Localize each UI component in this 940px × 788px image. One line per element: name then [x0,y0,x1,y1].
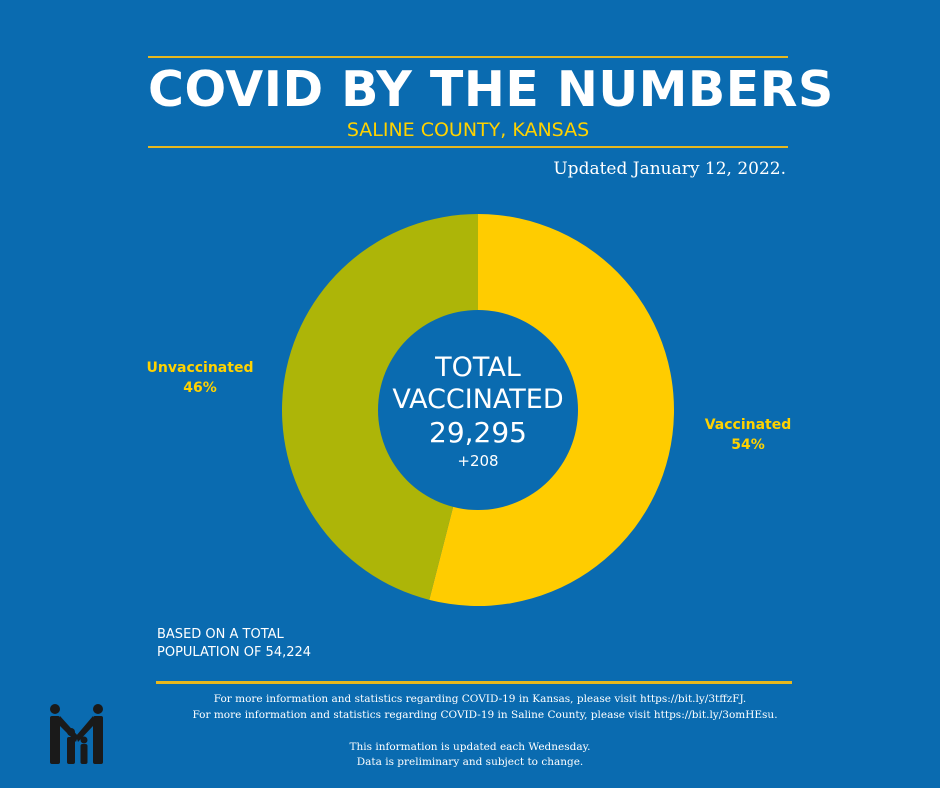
top-divider [148,56,788,58]
slice-label-unvaccinated: Unvaccinated 46% [120,358,280,398]
basis-line2: POPULATION OF 54,224 [157,645,312,660]
slice-label-name: Unvaccinated [146,360,254,376]
family-icon [50,704,103,764]
footer-disclaimer: Data is preliminary and subject to chang… [356,756,584,768]
updated-date: Updated January 12, 2022. [553,159,786,179]
slice-label-percent: 46% [183,380,217,396]
slice-label-percent: 54% [731,437,765,453]
footer-divider [156,681,792,684]
donut-hole [378,310,578,510]
center-label-line1: TOTAL [435,352,521,383]
slice-label-name: Vaccinated [704,417,792,433]
page-title: COVID BY THE NUMBERS [148,61,834,118]
footer-saline-info: For more information and statistics rega… [192,709,778,721]
footer-kansas-info: For more information and statistics rega… [213,693,747,705]
center-delta: +208 [457,452,499,470]
footer-update-note: This information is updated each Wednesd… [349,741,591,753]
slice-label-vaccinated: Vaccinated 54% [668,415,828,455]
population-basis: BASED ON A TOTAL POPULATION OF 54,224 [157,626,311,662]
page-subtitle: SALINE COUNTY, KANSAS [346,119,590,141]
header-divider [148,146,788,148]
center-total-value: 29,295 [429,416,527,449]
center-label-line2: VACCINATED [392,384,564,415]
basis-line1: BASED ON A TOTAL [157,627,284,642]
